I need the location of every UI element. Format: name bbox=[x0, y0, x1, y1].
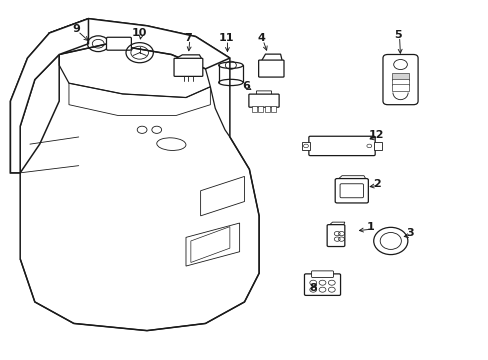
Text: 2: 2 bbox=[372, 179, 380, 189]
Bar bbox=[391, 79, 408, 85]
Bar bbox=[271, 107, 276, 112]
Text: 4: 4 bbox=[257, 33, 265, 43]
Bar bbox=[251, 107, 256, 112]
Polygon shape bbox=[259, 54, 283, 64]
Polygon shape bbox=[20, 19, 259, 330]
Text: 11: 11 bbox=[218, 33, 233, 43]
Polygon shape bbox=[10, 33, 59, 173]
Text: 3: 3 bbox=[406, 228, 413, 238]
Bar bbox=[301, 141, 310, 150]
Text: 1: 1 bbox=[366, 222, 373, 232]
Polygon shape bbox=[328, 222, 344, 226]
FancyBboxPatch shape bbox=[326, 225, 344, 247]
Text: 12: 12 bbox=[367, 130, 383, 140]
FancyBboxPatch shape bbox=[106, 37, 131, 50]
Polygon shape bbox=[336, 176, 366, 180]
Polygon shape bbox=[175, 55, 202, 59]
FancyBboxPatch shape bbox=[339, 184, 363, 198]
FancyBboxPatch shape bbox=[334, 179, 367, 203]
Bar bbox=[264, 107, 269, 112]
Text: 7: 7 bbox=[184, 33, 192, 42]
FancyBboxPatch shape bbox=[304, 274, 340, 296]
FancyBboxPatch shape bbox=[311, 271, 333, 278]
Text: 8: 8 bbox=[308, 283, 316, 293]
Text: 9: 9 bbox=[72, 24, 80, 35]
Bar bbox=[258, 107, 263, 112]
FancyBboxPatch shape bbox=[382, 54, 417, 105]
Bar bbox=[373, 141, 382, 150]
FancyBboxPatch shape bbox=[258, 60, 284, 77]
Polygon shape bbox=[49, 19, 229, 69]
FancyBboxPatch shape bbox=[308, 136, 374, 156]
Bar bbox=[391, 73, 408, 80]
FancyBboxPatch shape bbox=[256, 91, 271, 96]
Text: 6: 6 bbox=[242, 81, 249, 91]
Text: 5: 5 bbox=[393, 30, 401, 40]
FancyBboxPatch shape bbox=[248, 94, 279, 107]
Text: 10: 10 bbox=[132, 28, 147, 38]
Polygon shape bbox=[10, 19, 88, 173]
FancyBboxPatch shape bbox=[174, 58, 203, 76]
Bar bbox=[391, 85, 408, 91]
